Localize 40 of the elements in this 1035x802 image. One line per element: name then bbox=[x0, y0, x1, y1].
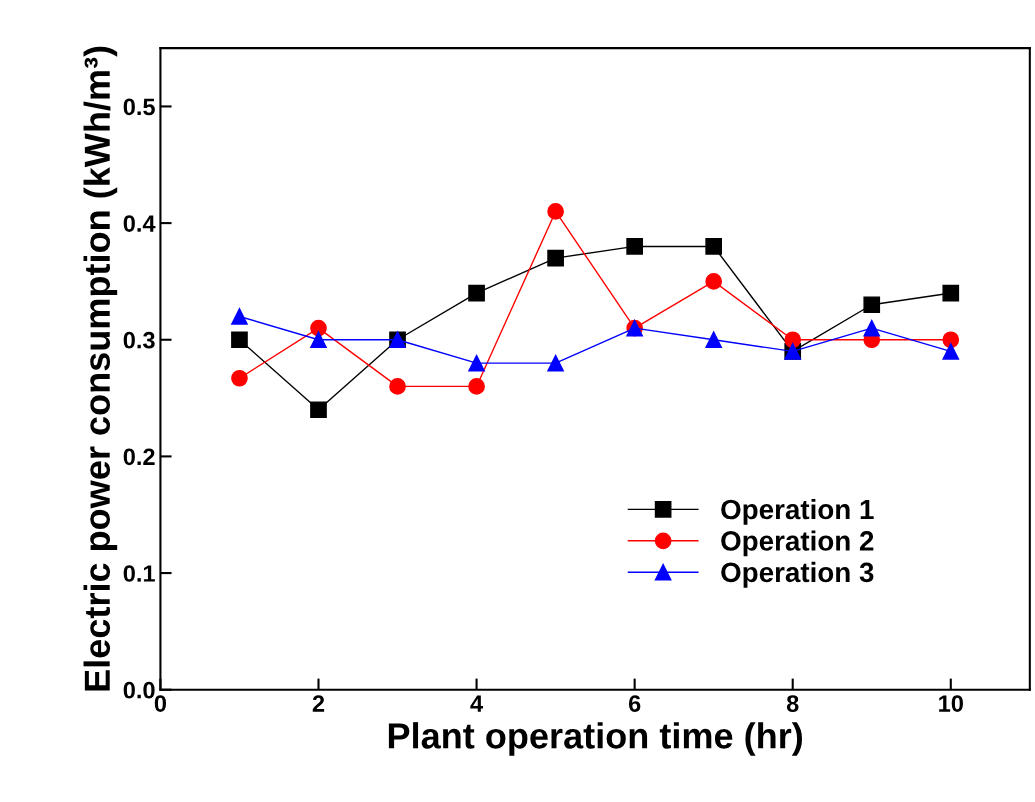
legend-label: Operation 2 bbox=[721, 530, 874, 557]
point bbox=[942, 343, 960, 360]
y-tick-label: 0.2 bbox=[123, 448, 155, 466]
point bbox=[784, 331, 802, 349]
point bbox=[547, 203, 564, 220]
x-tick-label: 8 bbox=[786, 695, 799, 712]
point bbox=[705, 331, 723, 349]
legend-label: Operation 3 bbox=[721, 561, 874, 588]
x-tick-label: 6 bbox=[628, 695, 641, 712]
x-tick-label: 10 bbox=[939, 695, 963, 712]
y-tick-label: 0.3 bbox=[123, 331, 155, 349]
point bbox=[389, 378, 406, 395]
point bbox=[310, 319, 327, 337]
point bbox=[468, 284, 485, 302]
y-tick-label: 0.5 bbox=[123, 98, 155, 116]
point bbox=[468, 354, 485, 372]
point bbox=[231, 308, 248, 325]
legend-label: Operation 1 bbox=[721, 498, 874, 525]
point bbox=[547, 249, 564, 267]
point bbox=[231, 369, 248, 387]
y-tick-label: 0.4 bbox=[123, 215, 156, 232]
point bbox=[468, 378, 485, 395]
point bbox=[626, 238, 643, 255]
point bbox=[942, 331, 960, 349]
point bbox=[705, 238, 723, 255]
y-tick-label: 0.0 bbox=[123, 681, 155, 699]
point bbox=[942, 284, 960, 302]
x-tick-label: 2 bbox=[312, 695, 325, 712]
x-axis-title: Plant operation time (hr) bbox=[388, 722, 802, 756]
point bbox=[863, 296, 881, 314]
x-tick-label: 0 bbox=[154, 695, 167, 712]
y-axis-title: Electric power consumption (kWh/m³) bbox=[83, 46, 118, 691]
y-tick-label: 0.1 bbox=[123, 565, 155, 582]
x-tick-label: 4 bbox=[470, 695, 484, 712]
point bbox=[705, 273, 723, 290]
point bbox=[310, 401, 327, 419]
point bbox=[231, 331, 248, 349]
point bbox=[547, 354, 564, 372]
point bbox=[310, 331, 327, 349]
point bbox=[863, 319, 881, 337]
